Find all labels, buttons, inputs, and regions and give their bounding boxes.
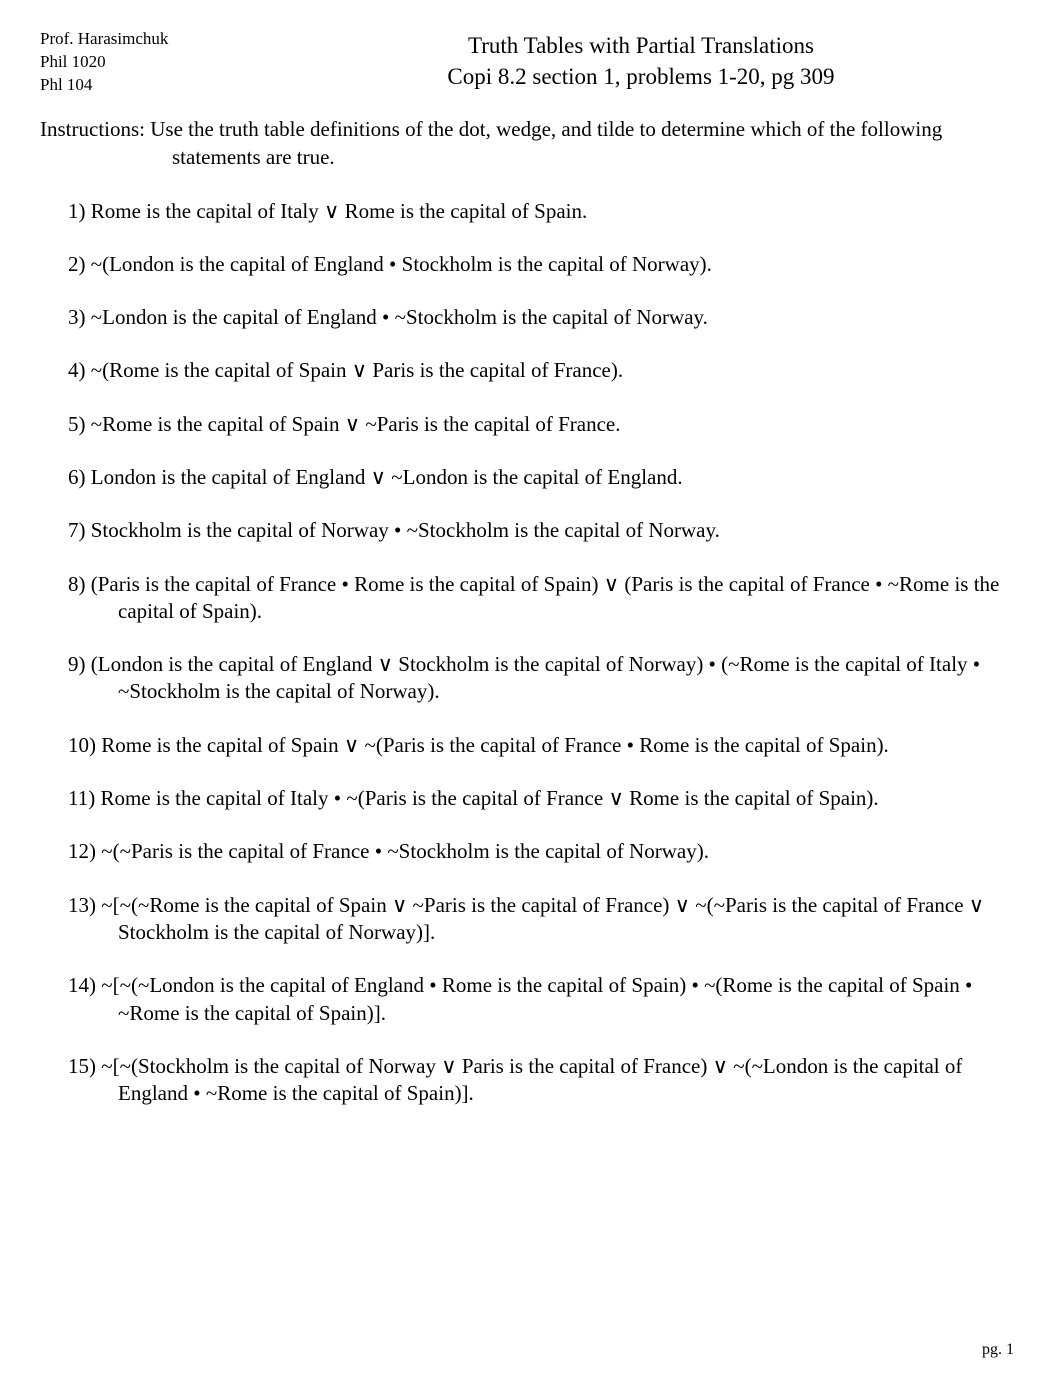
problem-num: 6) [68, 465, 86, 489]
header-left: Prof. Harasimchuk Phil 1020 Phl 104 [40, 28, 260, 97]
page-number: pg. 1 [982, 1341, 1014, 1359]
problem-text: ~Rome is the capital of Spain ∨ ~Paris i… [91, 412, 621, 436]
problem-10: 10) Rome is the capital of Spain ∨ ~(Par… [68, 732, 1022, 759]
problem-num: 12) [68, 839, 96, 863]
problems-list: 1) Rome is the capital of Italy ∨ Rome i… [40, 198, 1022, 1108]
problem-3: 3) ~London is the capital of England • ~… [68, 304, 1022, 331]
problem-num: 4) [68, 358, 86, 382]
problem-15: 15) ~[~(Stockholm is the capital of Norw… [68, 1053, 1022, 1108]
problem-text: Rome is the capital of Spain ∨ ~(Paris i… [101, 733, 889, 757]
problem-text: (Paris is the capital of France • Rome i… [91, 572, 1000, 623]
title-line-1: Truth Tables with Partial Translations [260, 30, 1022, 61]
problem-7: 7) Stockholm is the capital of Norway • … [68, 517, 1022, 544]
problem-5: 5) ~Rome is the capital of Spain ∨ ~Pari… [68, 411, 1022, 438]
problem-num: 3) [68, 305, 86, 329]
problem-12: 12) ~(~Paris is the capital of France • … [68, 838, 1022, 865]
problem-text: Rome is the capital of Italy • ~(Paris i… [100, 786, 878, 810]
problem-text: London is the capital of England ∨ ~Lond… [91, 465, 683, 489]
problem-6: 6) London is the capital of England ∨ ~L… [68, 464, 1022, 491]
page: Prof. Harasimchuk Phil 1020 Phl 104 Trut… [0, 0, 1062, 1377]
problem-8: 8) (Paris is the capital of France • Rom… [68, 571, 1022, 626]
problem-num: 15) [68, 1054, 96, 1078]
problem-num: 13) [68, 893, 96, 917]
problem-11: 11) Rome is the capital of Italy • ~(Par… [68, 785, 1022, 812]
problem-num: 14) [68, 973, 96, 997]
problem-14: 14) ~[~(~London is the capital of Englan… [68, 972, 1022, 1027]
title-line-2: Copi 8.2 section 1, problems 1-20, pg 30… [260, 61, 1022, 92]
problem-13: 13) ~[~(~Rome is the capital of Spain ∨ … [68, 892, 1022, 947]
problem-num: 11) [68, 786, 95, 810]
problem-text: ~[~(Stockholm is the capital of Norway ∨… [101, 1054, 962, 1105]
instructions: Instructions: Use the truth table defini… [172, 115, 1022, 172]
problem-text: ~London is the capital of England • ~Sto… [91, 305, 708, 329]
problem-text: ~[~(~Rome is the capital of Spain ∨ ~Par… [101, 893, 984, 944]
problem-2: 2) ~(London is the capital of England • … [68, 251, 1022, 278]
problem-text: Rome is the capital of Italy ∨ Rome is t… [91, 199, 588, 223]
prof-line: Prof. Harasimchuk [40, 28, 260, 51]
problem-num: 2) [68, 252, 86, 276]
problem-text: ~(London is the capital of England • Sto… [91, 252, 712, 276]
problem-num: 5) [68, 412, 86, 436]
course2-line: Phl 104 [40, 74, 260, 97]
problem-text: ~[~(~London is the capital of England • … [101, 973, 972, 1024]
problem-num: 7) [68, 518, 86, 542]
problem-1: 1) Rome is the capital of Italy ∨ Rome i… [68, 198, 1022, 225]
problem-num: 8) [68, 572, 86, 596]
header-title: Truth Tables with Partial Translations C… [260, 28, 1022, 92]
header: Prof. Harasimchuk Phil 1020 Phl 104 Trut… [40, 28, 1022, 97]
problem-num: 9) [68, 652, 86, 676]
problem-num: 10) [68, 733, 96, 757]
problem-num: 1) [68, 199, 86, 223]
problem-text: Stockholm is the capital of Norway • ~St… [91, 518, 720, 542]
problem-4: 4) ~(Rome is the capital of Spain ∨ Pari… [68, 357, 1022, 384]
problem-text: ~(Rome is the capital of Spain ∨ Paris i… [91, 358, 623, 382]
problem-9: 9) (London is the capital of England ∨ S… [68, 651, 1022, 706]
problem-text: ~(~Paris is the capital of France • ~Sto… [101, 839, 709, 863]
course1-line: Phil 1020 [40, 51, 260, 74]
problem-text: (London is the capital of England ∨ Stoc… [91, 652, 980, 703]
